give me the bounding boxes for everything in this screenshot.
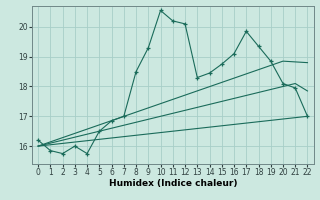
X-axis label: Humidex (Indice chaleur): Humidex (Indice chaleur) bbox=[108, 179, 237, 188]
